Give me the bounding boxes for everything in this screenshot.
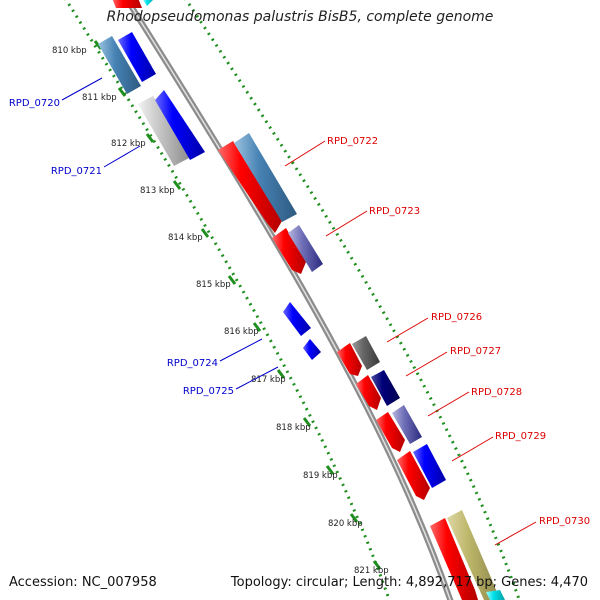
gene-label-rpd-0728[interactable]: RPD_0728: [471, 387, 522, 398]
gene-label-rpd-0729[interactable]: RPD_0729: [495, 431, 546, 442]
gene-feature-rpd-0726[interactable]: [352, 336, 380, 370]
gene-feature-rpd-0728-red[interactable]: [376, 412, 405, 452]
gene-label-rpd-0722[interactable]: RPD_0722: [327, 136, 378, 147]
label-leader-rpd-0720: [61, 77, 103, 101]
label-leader-rpd-0729: [451, 436, 494, 462]
label-leader-rpd-0728: [427, 391, 470, 417]
tick-label: 813 kbp: [140, 186, 175, 196]
gene-feature-rpd-0726-red[interactable]: [337, 343, 362, 376]
gene-label-rpd-0723[interactable]: RPD_0723: [369, 206, 420, 217]
gene-feature-rpd-0720-arrow[interactable]: [118, 32, 156, 82]
outer-tick-arc: [184, 0, 521, 600]
genome-backbone-highlight: [126, 0, 452, 600]
tick-label: 815 kbp: [196, 280, 231, 290]
gene-feature-rpd-0729-red[interactable]: [397, 451, 430, 500]
label-leader-rpd-0725: [235, 366, 279, 390]
tick-label: 821 kbp: [354, 566, 389, 576]
map-title: Rhodopseudomonas palustris BisB5, comple…: [106, 9, 494, 25]
gene-feature-rpd-0721-arrow[interactable]: [155, 90, 205, 160]
label-leader-rpd-0722: [284, 140, 326, 167]
gene-label-rpd-0724[interactable]: RPD_0724: [167, 358, 218, 369]
gene-feature-rpd-0730[interactable]: [447, 510, 500, 600]
topology-summary-text: Topology: circular; Length: 4,892,717 bp…: [230, 575, 588, 590]
label-leader-rpd-0723: [325, 210, 368, 237]
tick-mark: [252, 322, 262, 332]
tick-mark: [117, 87, 127, 97]
tick-mark: [349, 513, 359, 523]
accession-text: Accession: NC_007958: [9, 575, 157, 590]
tick-mark: [200, 228, 210, 238]
gene-feature-rpd-0719b[interactable]: [142, 0, 155, 6]
gene-label-rpd-0730[interactable]: RPD_0730: [539, 516, 590, 527]
tick-mark: [172, 180, 182, 190]
gene-feature-rpd-0729[interactable]: [413, 444, 446, 488]
tick-label: 820 kbp: [328, 519, 363, 529]
genome-backbone: [123, 0, 454, 600]
tick-label: 816 kbp: [224, 327, 259, 337]
tick-mark: [227, 275, 237, 285]
gene-label-rpd-0721[interactable]: RPD_0721: [51, 166, 102, 177]
label-leader-rpd-0730: [494, 521, 537, 546]
tick-label: 818 kbp: [276, 423, 311, 433]
gene-feature-rpd-0719[interactable]: [112, 0, 142, 8]
gene-label-rpd-0727[interactable]: RPD_0727: [450, 346, 501, 357]
label-leader-rpd-0726: [386, 317, 429, 343]
gene-feature-rpd-0722[interactable]: [234, 133, 297, 222]
label-leader-rpd-0727: [405, 351, 448, 377]
tick-label: 817 kbp: [251, 375, 286, 385]
gene-label-rpd-0720[interactable]: RPD_0720: [9, 98, 60, 109]
tick-label: 814 kbp: [168, 233, 203, 243]
tick-mark: [302, 417, 312, 427]
gene-feature-rpd-0720[interactable]: [98, 36, 141, 94]
label-leader-rpd-0721: [103, 145, 141, 168]
gene-feature-rpd-0730-red[interactable]: [430, 518, 478, 600]
tick-label: 810 kbp: [52, 46, 87, 56]
gene-feature-rpd-0731[interactable]: [486, 590, 505, 600]
gene-feature-rpd-0727-red[interactable]: [356, 375, 381, 410]
tick-mark: [372, 560, 382, 570]
gene-feature-rpd-0727[interactable]: [371, 370, 400, 406]
tick-label: 819 kbp: [303, 471, 338, 481]
gene-feature-rpd-0725[interactable]: [303, 339, 321, 360]
gene-label-rpd-0726[interactable]: RPD_0726: [431, 312, 482, 323]
tick-mark: [276, 369, 286, 379]
tick-label: 812 kbp: [111, 139, 146, 149]
gene-label-rpd-0725[interactable]: RPD_0725: [183, 386, 234, 397]
gene-feature-rpd-0721[interactable]: [138, 96, 189, 166]
tick-mark: [93, 40, 103, 50]
tick-mark: [145, 133, 155, 143]
tick-mark: [325, 465, 335, 475]
gene-feature-rpd-0723[interactable]: [288, 225, 323, 272]
gene-feature-rpd-0722-red[interactable]: [218, 141, 282, 233]
tick-label: 811 kbp: [82, 93, 117, 103]
inner-tick-arc: [64, 0, 391, 600]
gene-feature-rpd-0728[interactable]: [392, 405, 422, 444]
gene-feature-rpd-0724[interactable]: [283, 302, 311, 336]
gene-feature-rpd-0723-red[interactable]: [272, 228, 306, 274]
label-leader-rpd-0724: [219, 338, 263, 362]
